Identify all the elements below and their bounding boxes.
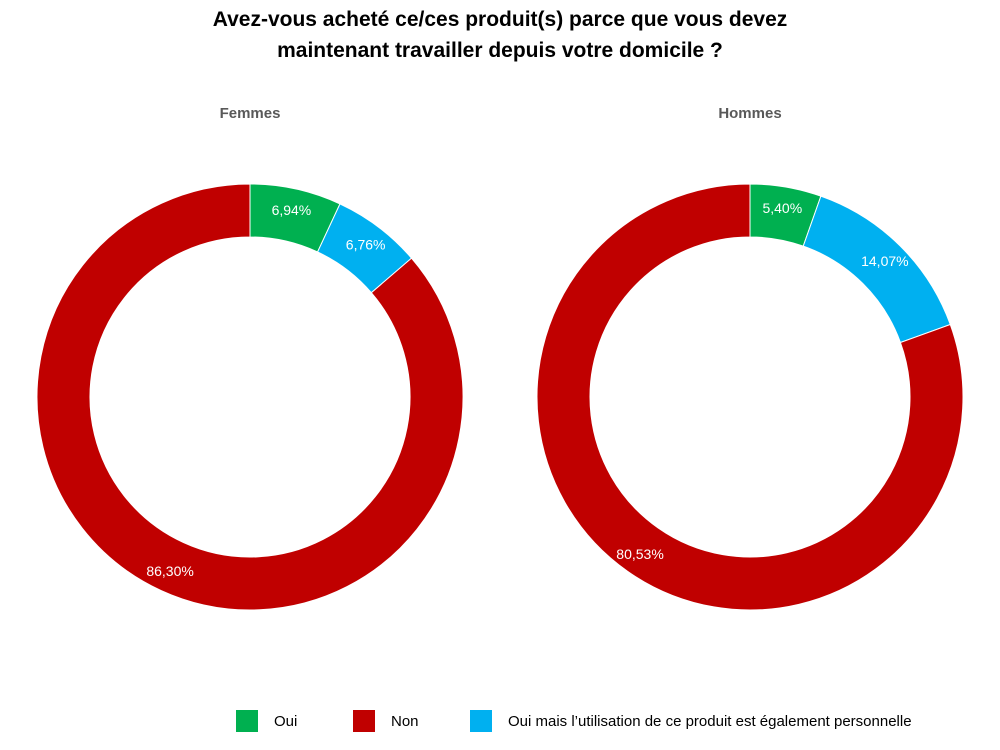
legend-item-oui-perso: Oui mais l’utilisation de ce produit est…: [470, 710, 912, 732]
legend-swatch-oui-perso: [470, 710, 492, 732]
legend: Oui Non Oui mais l’utilisation de ce pro…: [0, 710, 1000, 740]
donut-slice-femmes-non: [36, 183, 464, 611]
chart-title-femmes: Femmes: [220, 105, 281, 122]
donut-slice-hommes-non: [536, 183, 964, 611]
data-label-femmes-non: 86,30%: [146, 563, 193, 579]
chart-title-line-1: Avez-vous acheté ce/ces produit(s) parce…: [212, 8, 788, 31]
chart-title-hommes: Hommes: [718, 105, 781, 122]
data-label-hommes-non: 80,53%: [616, 546, 663, 562]
legend-item-non: Non: [353, 710, 419, 732]
data-label-femmes-oui-perso: 6,76%: [346, 236, 386, 252]
donut-charts: Femmes 6,94% 6,76% 86,30% Hommes 5,40% 14,07% 8…: [36, 105, 964, 611]
data-label-hommes-oui: 5,40%: [762, 200, 802, 216]
data-label-hommes-oui-perso: 14,07%: [861, 253, 908, 269]
chart-title-line-2: maintenant travailler depuis votre domic…: [277, 39, 723, 62]
chart-title: Avez-vous acheté ce/ces produit(s) parce…: [0, 4, 1000, 66]
legend-label-oui: Oui: [274, 712, 298, 730]
legend-label-non: Non: [391, 712, 419, 730]
legend-swatch-oui: [236, 710, 258, 732]
legend-label-oui-perso: Oui mais l’utilisation de ce produit est…: [508, 712, 912, 730]
legend-item-oui: Oui: [236, 710, 297, 732]
donut-slice-hommes-oui-perso: [802, 195, 951, 344]
data-label-femmes-oui: 6,94%: [272, 202, 312, 218]
legend-swatch-non: [353, 710, 375, 732]
